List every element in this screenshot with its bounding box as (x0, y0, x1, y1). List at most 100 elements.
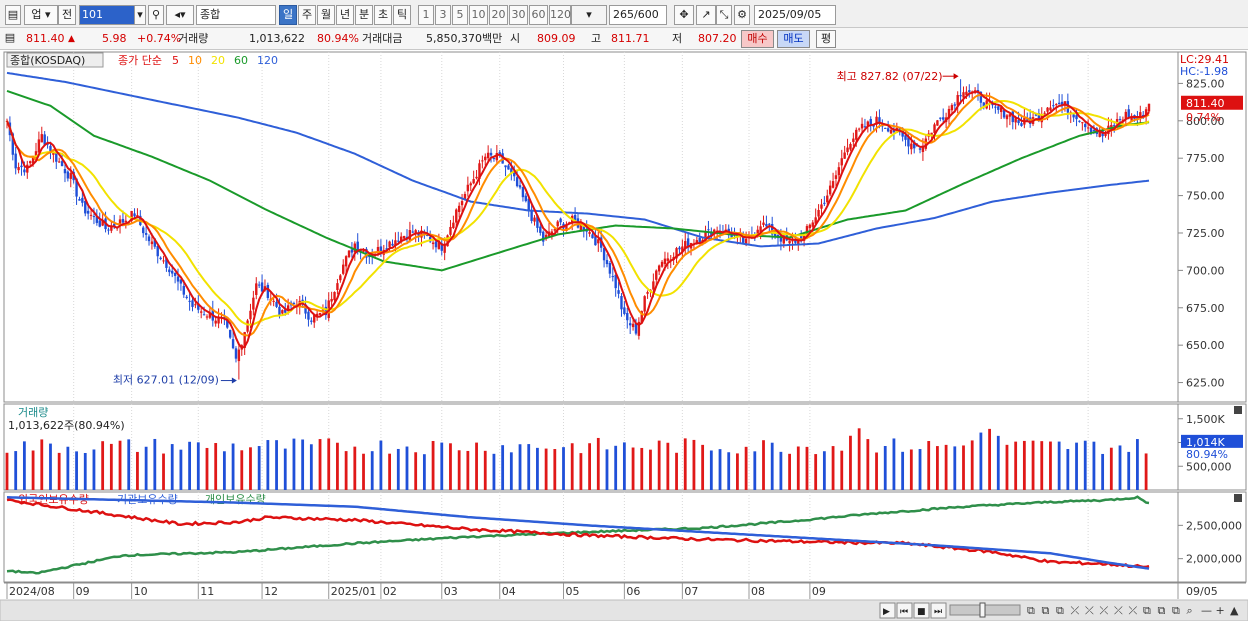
interval-button-1[interactable]: 1 (418, 5, 434, 25)
volume-bar (875, 452, 878, 490)
candle (814, 208, 817, 225)
candle-body (475, 176, 478, 179)
candle-body (1104, 132, 1107, 136)
candle-body (313, 314, 316, 323)
candle-body (408, 230, 412, 241)
ma10-line (6, 94, 1150, 337)
candle-body (426, 234, 429, 237)
candle-body (634, 323, 638, 334)
candle-body (759, 226, 762, 233)
candle-body (402, 235, 406, 239)
period-button-5[interactable]: 초 (374, 5, 392, 25)
candle-body (515, 177, 519, 187)
candle-body (147, 236, 151, 242)
volume-bar (483, 450, 487, 490)
chart-area[interactable]: 825.00 800.00 775.00 750.00 725.00 700.00 675.… (0, 50, 1248, 621)
candle-body (631, 323, 635, 328)
candle-body (315, 313, 319, 317)
candle (162, 255, 165, 264)
volume-bar (222, 451, 226, 490)
candle-body (710, 231, 713, 237)
candle-body (43, 134, 46, 145)
interval-button-30[interactable]: 30 (509, 5, 528, 25)
candle (982, 101, 985, 110)
candle-body (820, 204, 823, 209)
period-button-4[interactable]: 분 (355, 5, 373, 25)
candle (214, 316, 217, 327)
type-select[interactable]: 전 (58, 5, 76, 25)
layout-icon[interactable]: ▤ (5, 5, 21, 25)
search-icon[interactable]: ⚲ (148, 5, 164, 25)
candle-body (460, 201, 464, 206)
candle (956, 91, 959, 114)
ma-legend-120: 120 (257, 54, 278, 67)
candle (486, 145, 490, 163)
gear-icon[interactable]: ⚙ (734, 5, 750, 25)
code-input[interactable]: 101 (79, 5, 135, 25)
candle-body (260, 282, 264, 292)
candle (49, 141, 52, 160)
candle (457, 202, 461, 218)
candle-body (133, 213, 136, 217)
quote-toggle-icon[interactable]: ▤ (4, 31, 16, 44)
x-axis-label: 2024/08 (9, 585, 55, 598)
interval-button-5[interactable]: 5 (452, 5, 468, 25)
spin-field[interactable]: ▾ (571, 5, 607, 25)
interval-button-3[interactable]: 3 (435, 5, 451, 25)
crosshair-icon[interactable]: ✥ (674, 5, 694, 25)
candle (626, 307, 629, 329)
market-select[interactable]: 업 ▾ (24, 5, 58, 25)
candle-body (223, 317, 226, 319)
eval-button[interactable]: 평 (816, 30, 836, 48)
candle-body (617, 290, 620, 294)
volume-bar (970, 440, 974, 490)
candle (628, 316, 632, 335)
volume-bar (1101, 453, 1105, 490)
candle (57, 157, 61, 163)
period-button-0[interactable]: 일 (279, 5, 297, 25)
volume-bars (5, 428, 1148, 490)
candle (124, 214, 128, 229)
index-name-field[interactable]: 종합(KOSDAQ) (196, 5, 276, 39)
candle-body (257, 284, 261, 286)
candle (860, 117, 864, 134)
interval-button-20[interactable]: 20 (489, 5, 508, 25)
candle (92, 207, 96, 225)
interval-button-60[interactable]: 60 (529, 5, 548, 25)
interval-button-120[interactable]: 120 (549, 5, 571, 25)
volume-bar (257, 446, 261, 490)
period-button-6[interactable]: 틱 (393, 5, 411, 25)
candle-body (243, 332, 246, 348)
volume-bar (883, 445, 887, 490)
volume-bar (1083, 440, 1087, 490)
candle (597, 231, 600, 252)
candle-body (469, 183, 472, 186)
volume-bar (188, 441, 192, 490)
candle-body (936, 120, 939, 126)
candle (666, 252, 670, 270)
volume-bar (631, 447, 635, 490)
period-button-2[interactable]: 월 (317, 5, 335, 25)
count-field[interactable]: 265/600 (609, 5, 667, 25)
candle (440, 237, 443, 256)
x-axis-label: 07 (684, 585, 698, 598)
sound-icon[interactable]: ◂▾ (166, 5, 194, 25)
sell-button[interactable]: 매도 (777, 30, 810, 48)
scroll-control-icon-3: ⏭ (934, 607, 942, 617)
pin-icon[interactable]: ↗ (696, 5, 716, 25)
period-button-1[interactable]: 주 (298, 5, 316, 25)
date-field[interactable]: 2025/09/05 (754, 5, 836, 25)
tool-icon-10: ⧉ (1172, 604, 1180, 617)
interval-button-10[interactable]: 10 (469, 5, 488, 25)
period-button-3[interactable]: 년 (336, 5, 354, 25)
candle (660, 259, 664, 268)
candle (408, 221, 412, 243)
code-dropdown-icon[interactable]: ▾ (134, 5, 146, 25)
buy-button[interactable]: 매수 (741, 30, 774, 48)
type-value: 전 (61, 8, 73, 21)
candle-body (443, 243, 446, 253)
scale-icon[interactable]: ⤡ (716, 5, 732, 25)
open-label: 시 (510, 32, 521, 45)
price-tick-label: 750.00 (1186, 190, 1225, 203)
